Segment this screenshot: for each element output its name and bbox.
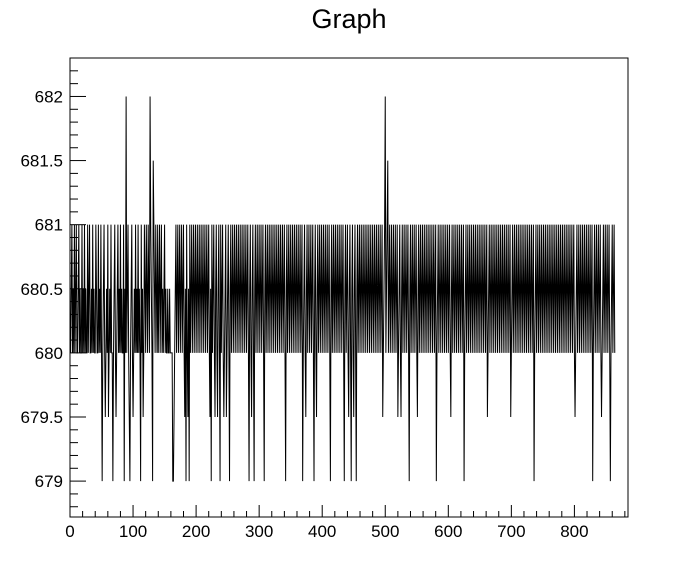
y-tick-label: 679.5: [20, 408, 63, 427]
y-tick-label: 679: [35, 472, 63, 491]
y-tick-label: 680.5: [20, 280, 63, 299]
chart-title: Graph: [311, 4, 386, 34]
x-tick-label: 400: [308, 522, 336, 541]
x-tick-label: 0: [65, 522, 74, 541]
x-tick-label: 300: [245, 522, 273, 541]
x-tick-label: 600: [434, 522, 462, 541]
y-tick-label: 682: [35, 87, 63, 106]
x-tick-label: 700: [497, 522, 525, 541]
plot-frame: [69, 57, 629, 518]
x-tick-label: 800: [560, 522, 588, 541]
y-tick-label: 681.5: [20, 152, 63, 171]
series-line: [70, 96, 616, 482]
y-tick-label: 680: [35, 344, 63, 363]
x-tick-label: 200: [182, 522, 210, 541]
axis-tick-labels: 0 100 200 300 400 500 600 700 800 679 679.5 680 680.…: [20, 87, 588, 541]
y-tick-label: 681: [35, 216, 63, 235]
x-tick-label: 100: [119, 522, 147, 541]
x-tick-label: 500: [371, 522, 399, 541]
